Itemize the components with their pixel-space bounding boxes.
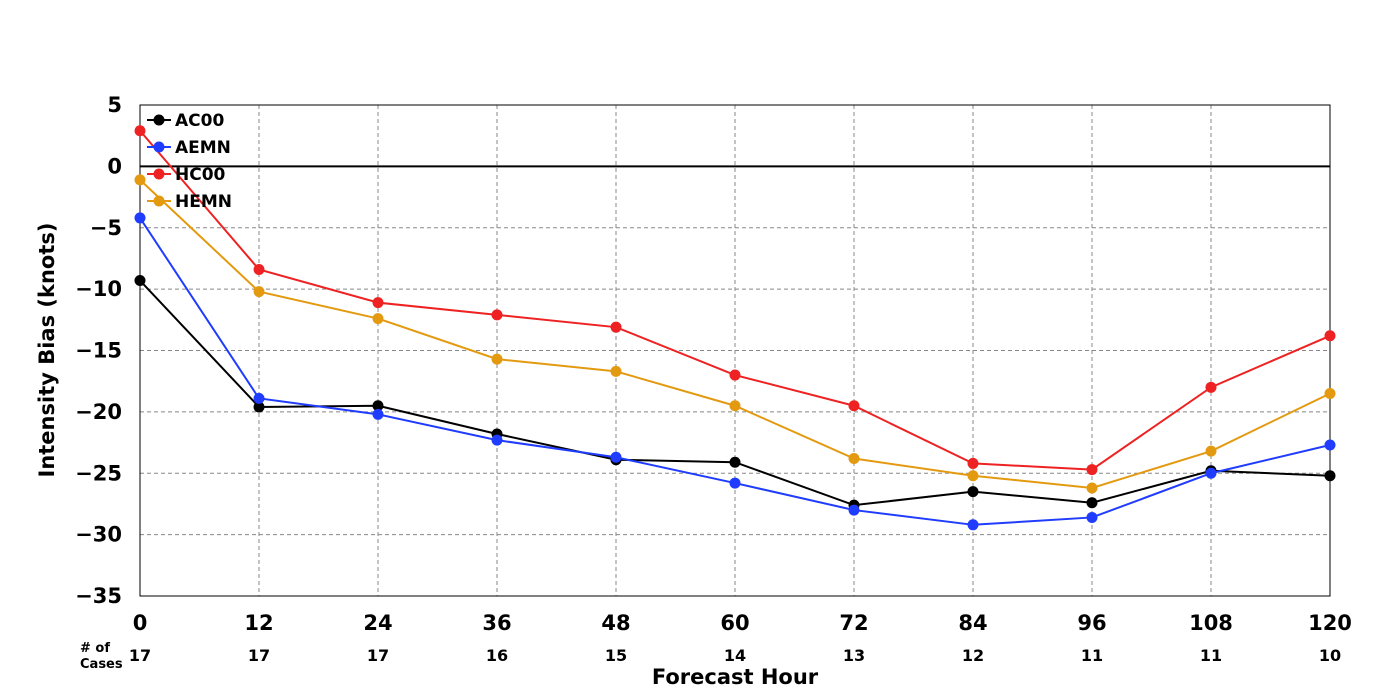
data-point-aemn <box>372 408 384 420</box>
data-point-aemn <box>1086 511 1098 523</box>
case-count: 15 <box>605 646 627 665</box>
data-point-aemn <box>253 392 265 404</box>
x-tick-label: 108 <box>1189 611 1233 635</box>
data-point-aemn <box>134 212 146 224</box>
case-count: 13 <box>843 646 865 665</box>
data-point-hemn <box>729 400 741 412</box>
x-tick-label: 60 <box>720 611 749 635</box>
data-point-hemn <box>967 470 979 482</box>
case-count: 10 <box>1319 646 1341 665</box>
y-tick-label: −5 <box>90 216 122 240</box>
legend-marker-hemn <box>153 195 165 207</box>
legend-label-ac00: AC00 <box>175 111 224 131</box>
y-axis-label: Intensity Bias (knots) <box>35 223 59 478</box>
x-tick-label: 0 <box>133 611 148 635</box>
case-count: 17 <box>248 646 270 665</box>
data-point-ac00 <box>1324 470 1336 482</box>
data-point-hc00 <box>729 369 741 381</box>
data-point-hc00 <box>372 297 384 309</box>
data-point-hc00 <box>134 125 146 137</box>
x-tick-label: 12 <box>244 611 273 635</box>
legend-marker-aemn <box>153 141 165 153</box>
x-tick-label: 84 <box>958 611 987 635</box>
case-count: 17 <box>367 646 389 665</box>
data-point-hc00 <box>491 309 503 321</box>
case-count: 16 <box>486 646 508 665</box>
series-aemn <box>134 212 1336 531</box>
data-point-aemn <box>1324 439 1336 451</box>
case-count: 14 <box>724 646 746 665</box>
data-point-ac00 <box>967 486 979 498</box>
legend-item-aemn: AEMN <box>147 138 231 158</box>
data-point-ac00 <box>729 456 741 468</box>
y-tick-label: −35 <box>75 584 122 608</box>
case-count: 11 <box>1081 646 1103 665</box>
legend-label-aemn: AEMN <box>175 138 231 158</box>
series-hc00 <box>134 125 1336 476</box>
data-point-ac00 <box>134 275 146 287</box>
data-point-hemn <box>253 286 265 298</box>
legend-marker-hc00 <box>153 168 165 180</box>
y-tick-labels: 5 0 −5 −10 −15 −20 −25 −30 −35 <box>75 93 122 608</box>
x-tick-label: 36 <box>482 611 511 635</box>
case-count: 12 <box>962 646 984 665</box>
x-tick-label: 24 <box>363 611 392 635</box>
y-tick-label: −25 <box>75 461 122 485</box>
data-point-hemn <box>1086 482 1098 494</box>
legend-item-hc00: HC00 <box>147 165 226 185</box>
x-axis-label: Forecast Hour <box>652 665 819 689</box>
legend-label-hc00: HC00 <box>175 165 226 185</box>
data-point-aemn <box>491 434 503 446</box>
x-tick-labels: 0 12 24 36 48 60 72 84 96 108 120 <box>133 611 1352 635</box>
y-tick-label: 5 <box>107 93 122 117</box>
data-point-aemn <box>610 451 622 463</box>
x-tick-label: 96 <box>1077 611 1106 635</box>
data-point-hc00 <box>1086 464 1098 476</box>
data-point-aemn <box>729 477 741 489</box>
data-point-hc00 <box>848 400 860 412</box>
legend-label-hemn: HEMN <box>175 192 232 212</box>
data-point-hemn <box>372 313 384 325</box>
x-tick-label: 48 <box>601 611 630 635</box>
case-count: 11 <box>1200 646 1222 665</box>
data-point-aemn <box>848 504 860 516</box>
grid-lines <box>140 105 1330 596</box>
data-point-ac00 <box>1086 497 1098 509</box>
y-tick-label: −30 <box>75 523 122 547</box>
y-tick-label: −20 <box>75 400 122 424</box>
x-tick-label: 72 <box>839 611 868 635</box>
data-point-hemn <box>1205 445 1217 457</box>
data-point-ac00 <box>372 400 384 412</box>
series-line-hc00 <box>139 130 1331 471</box>
cases-label-line1: # of <box>80 641 110 656</box>
data-point-hc00 <box>967 457 979 469</box>
data-point-ac00 <box>253 401 265 413</box>
data-point-hc00 <box>253 263 265 275</box>
y-tick-label: 0 <box>107 154 122 178</box>
plot-frame <box>139 104 1331 597</box>
cases-label-line2: Cases <box>80 657 123 672</box>
data-point-hemn <box>610 365 622 377</box>
case-count: 17 <box>129 646 151 665</box>
series-hemn <box>134 174 1336 494</box>
data-point-hc00 <box>610 321 622 333</box>
data-point-hemn <box>1324 387 1336 399</box>
data-point-hemn <box>848 453 860 465</box>
legend-marker-ac00 <box>153 114 165 126</box>
legend-item-ac00: AC00 <box>147 111 224 131</box>
data-point-hemn <box>134 174 146 186</box>
series-layer <box>134 125 1336 531</box>
legend: AC00 AEMN HC00 HEMN <box>147 111 232 212</box>
data-point-hc00 <box>1324 330 1336 342</box>
legend-item-hemn: HEMN <box>147 192 232 212</box>
case-counts: 17 17 17 16 15 14 13 12 11 11 10 <box>129 646 1341 665</box>
data-point-hemn <box>491 353 503 365</box>
data-point-aemn <box>1205 467 1217 479</box>
data-point-aemn <box>967 519 979 531</box>
data-point-hc00 <box>1205 381 1217 393</box>
y-tick-label: −15 <box>75 339 122 363</box>
x-tick-label: 120 <box>1308 611 1352 635</box>
y-tick-label: −10 <box>75 277 122 301</box>
